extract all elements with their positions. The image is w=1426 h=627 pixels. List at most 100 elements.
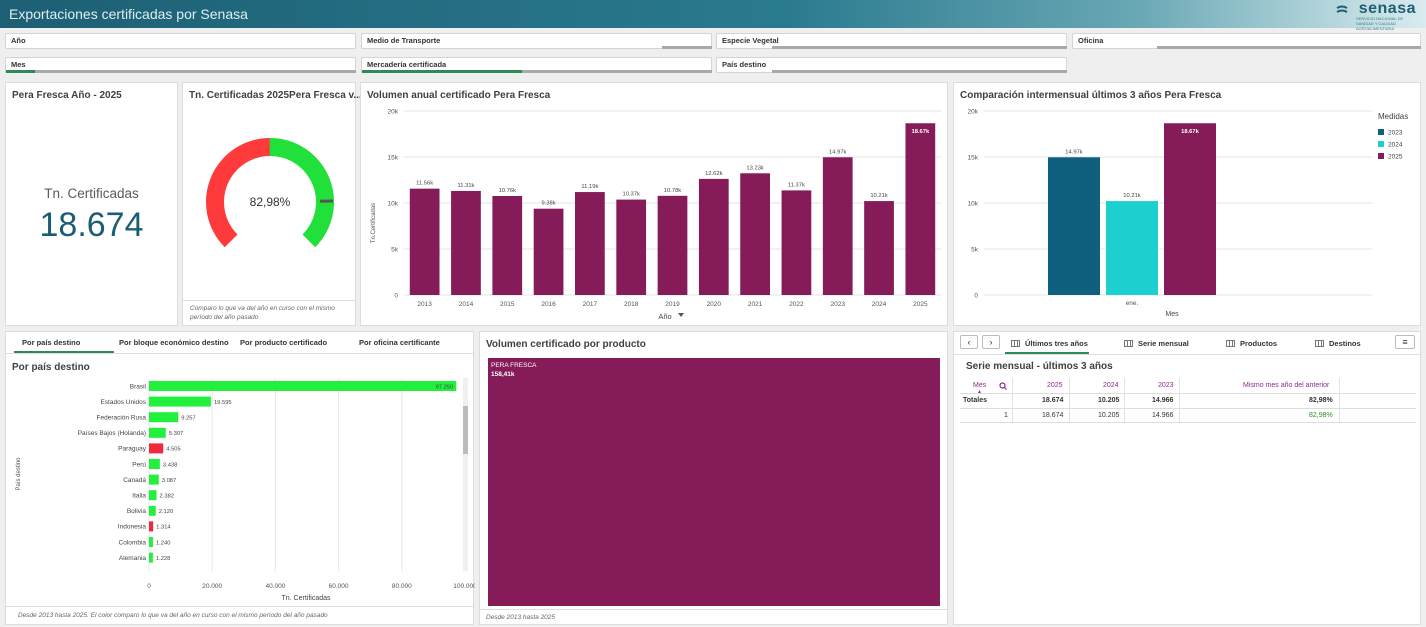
tab-productos[interactable]: Productos: [1226, 339, 1277, 348]
filter-mes[interactable]: Mes: [5, 57, 356, 73]
filter-selected-bar: [362, 70, 522, 73]
filter-mercaderia-label: Mercadería certificada: [367, 60, 447, 69]
list-menu-icon[interactable]: ≡: [1395, 335, 1415, 349]
bar: [149, 490, 157, 501]
data-label: 19.595: [214, 400, 232, 406]
y-tick-label: 15k: [968, 155, 979, 162]
filter-mercaderia[interactable]: Mercadería certificada: [361, 57, 712, 73]
category-label: Bolivia: [127, 508, 147, 515]
category-label: Alemania: [119, 555, 146, 562]
bar: [149, 443, 164, 454]
y-tick-label: 10k: [968, 201, 979, 208]
column-header-2025[interactable]: 2025: [1047, 382, 1063, 389]
filter-anio[interactable]: Año: [5, 33, 356, 49]
data-label: 12.62k: [705, 171, 723, 177]
chevron-right-icon[interactable]: ›: [982, 335, 1000, 349]
tab-ultimos-tres-anios[interactable]: Últimos tres años: [1011, 339, 1088, 348]
destinations-panel[interactable]: Por país destino Por bloque económico de…: [5, 331, 475, 625]
kpi-title: Pera Fresca Año - 2025: [12, 90, 122, 101]
x-tick-label: 100.000: [453, 583, 475, 590]
gauge-panel[interactable]: Tn. Certificadas 2025Pera Fresca v... 82…: [182, 82, 362, 326]
x-tick-label: 2013: [417, 301, 432, 308]
logo-wordmark: senasa: [1358, 0, 1416, 17]
column-divider: [1339, 378, 1340, 422]
annual-chart-title: Volumen anual certificado Pera Fresca: [367, 90, 551, 101]
gauge-value-label: 82,98%: [250, 195, 291, 209]
gauge-arc-negative: [206, 138, 270, 248]
filter-state-bar: [772, 46, 1067, 49]
data-label: 2.120: [159, 509, 174, 515]
annual-chart-panel[interactable]: Volumen anual certificado Pera Fresca Tn…: [360, 82, 948, 326]
tab-ultimos-tres-anios-label: Últimos tres años: [1025, 339, 1088, 348]
bar: [149, 381, 457, 391]
x-tick-label: 2023: [830, 301, 845, 308]
x-tick-label: 2020: [707, 301, 722, 308]
data-label: 10.21k: [870, 193, 888, 199]
tab-por-oficina-certificante[interactable]: Por oficina certificante: [359, 338, 440, 347]
tab-destinos[interactable]: Destinos: [1315, 339, 1361, 348]
treemap-tile-value: 158,41k: [491, 371, 515, 378]
kpi-panel[interactable]: Pera Fresca Año - 2025 Tn. Certificadas …: [5, 82, 178, 326]
treemap-tile[interactable]: PERA FRESCA 158,41k: [488, 358, 940, 606]
column-header-mismo-mes[interactable]: Mismo mes año del anterior: [1243, 382, 1330, 389]
column-header-2024[interactable]: 2024: [1103, 382, 1119, 389]
table-cell: Totales: [963, 397, 987, 404]
x-tick-label: 2022: [789, 301, 804, 308]
table-icon: [1124, 340, 1133, 347]
bar: [149, 427, 166, 438]
data-label: 1.228: [156, 556, 171, 562]
logo-subtext: SERVICIO NACIONAL DE SANIDAD Y CALIDAD A…: [1356, 16, 1404, 31]
divider: [960, 393, 1416, 394]
tab-por-producto-certificado[interactable]: Por producto certificado: [240, 338, 328, 347]
data-label: 9.257: [181, 416, 196, 422]
bar: [1048, 157, 1100, 295]
legend-swatch: [1378, 153, 1384, 159]
bar: [822, 157, 853, 295]
senasa-logo-mark-icon: [1336, 5, 1348, 13]
category-label: Países Bajos (Holanda): [78, 430, 146, 437]
bar: [905, 123, 936, 296]
monthly-compare-title: Comparación intermensual últimos 3 años …: [960, 90, 1222, 101]
tab-por-bloque-economico[interactable]: Por bloque económico destino: [119, 338, 229, 347]
legend-label: 2023: [1388, 130, 1403, 137]
column-header-mes[interactable]: Mes: [973, 382, 987, 389]
table-panel[interactable]: ‹ › Últimos tres años Serie mensual Prod…: [953, 331, 1421, 625]
tab-serie-mensual[interactable]: Serie mensual: [1124, 339, 1189, 348]
table-cell: 18.674: [1042, 397, 1064, 404]
column-header-2023[interactable]: 2023: [1158, 382, 1174, 389]
kpi-label: Tn. Certificadas: [44, 186, 139, 201]
annual-x-axis-title[interactable]: Año: [658, 312, 671, 321]
chart-legend[interactable]: 2023 2024 2025: [1378, 129, 1403, 161]
filter-especie-vegetal[interactable]: Especie Vegetal: [716, 33, 1067, 49]
divider: [960, 408, 1416, 409]
x-tick-label: 40.000: [265, 583, 285, 590]
chevron-left-icon[interactable]: ‹: [960, 335, 978, 349]
caret-down-icon[interactable]: [678, 313, 684, 317]
category-label: Canadá: [123, 477, 146, 484]
filter-pais-destino[interactable]: País destino: [716, 57, 1067, 73]
divider: [183, 300, 355, 301]
gauge-title: Tn. Certificadas 2025Pera Fresca v...: [189, 90, 362, 101]
kpi-value: 18.674: [39, 206, 144, 244]
search-icon[interactable]: [999, 382, 1007, 390]
filter-oficina[interactable]: Oficina: [1072, 33, 1421, 49]
treemap-title: Volumen certificado por producto: [486, 339, 646, 350]
tab-por-pais-destino[interactable]: Por país destino: [22, 338, 81, 347]
gauge-footnote: Comparo lo que va del año en curso con e…: [190, 305, 335, 321]
x-tick-label: 60.000: [329, 583, 349, 590]
legend-title: Medidas: [1378, 112, 1408, 121]
filter-pais-destino-label: País destino: [722, 60, 767, 69]
divider: [960, 422, 1416, 423]
x-tick-label: 2018: [624, 301, 639, 308]
treemap-panel[interactable]: Volumen certificado por producto PERA FR…: [479, 331, 948, 625]
destinations-scrollbar[interactable]: [463, 378, 468, 571]
data-label: 3.438: [163, 462, 178, 468]
filter-medio-transporte[interactable]: Medio de Transporte: [361, 33, 712, 49]
table-cell: 82,98%: [1309, 397, 1333, 404]
x-tick-label: 2015: [500, 301, 515, 308]
monthly-compare-panel[interactable]: Comparación intermensual últimos 3 años …: [953, 82, 1421, 326]
scrollbar-thumb[interactable]: [463, 406, 468, 454]
destinations-bar-chart: País destino Tn. Certificadas 0 20.000 40.…: [16, 379, 475, 602]
table-cell: 10.205: [1098, 397, 1120, 404]
data-label: 18.67k: [911, 129, 930, 135]
